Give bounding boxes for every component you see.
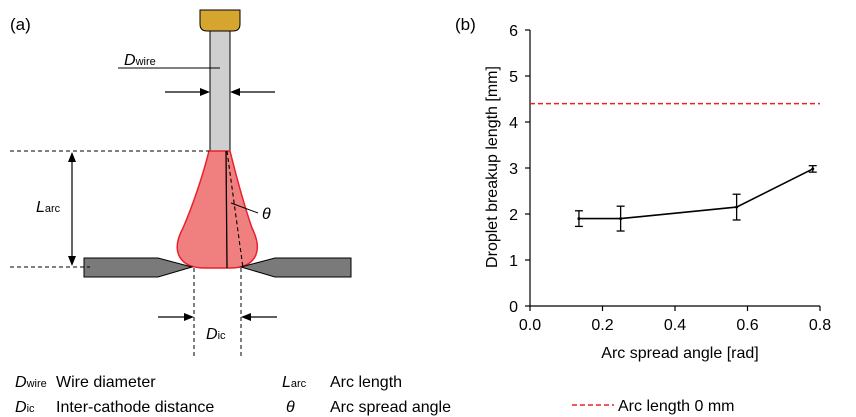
panel-b-label: (b) (455, 15, 476, 34)
dwire-arrowhead-right (230, 88, 240, 96)
chart-legend: Arc length 0 mm (572, 398, 734, 415)
chart: 0 1 2 3 4 5 6 0.0 0.2 0.4 0.6 0.8 (509, 23, 831, 334)
theta-pointer (230, 202, 259, 214)
dwire-arrowhead-left (200, 88, 210, 96)
y-tick-label: 5 (509, 69, 518, 86)
y-tick-label: 3 (509, 161, 518, 178)
y-tick-label: 4 (509, 115, 518, 132)
wire-tip (199, 9, 241, 32)
panel-a-label: (a) (10, 15, 31, 34)
y-tick-label: 6 (509, 23, 518, 40)
arc-spread-line (226, 150, 244, 269)
series-line (578, 168, 814, 220)
x-tick-label: 0.4 (664, 317, 686, 334)
dic-label: Dic (206, 326, 226, 343)
data-point (811, 167, 815, 171)
y-tick-label: 2 (509, 207, 518, 224)
right-cathode (239, 257, 352, 278)
data-point (735, 205, 739, 209)
y-tick-label: 0 (509, 299, 518, 316)
x-axis-title: Arc spread angle [rad] (601, 345, 758, 362)
y-axis-title: Droplet breakup length [mm] (484, 66, 501, 268)
legend-item-larc: Larc Arc length (282, 374, 402, 391)
data-point (577, 217, 581, 221)
arc-axis-line (225, 150, 228, 269)
larc-label: Larc (36, 199, 61, 216)
dwire-label: Dwire (124, 52, 156, 69)
larc-arrowhead-bottom (68, 256, 76, 266)
x-tick-label: 0.8 (809, 317, 831, 334)
dic-arrowhead-right (241, 313, 251, 321)
larc-arrowhead-top (68, 152, 76, 162)
arc-plasma (176, 150, 258, 269)
y-tick-label: 1 (509, 253, 518, 270)
data-point (619, 217, 623, 221)
x-tick-label: 0.2 (591, 317, 613, 334)
legend-item-dic: Dic Inter-cathode distance (15, 399, 214, 416)
theta-label: θ (262, 206, 271, 223)
x-tick-label: 0.0 (519, 317, 541, 334)
symbol-legend: Dwire Wire diameter Dic Inter-cathode dist… (15, 374, 451, 416)
panel-a: (a) θ Dwire Larc (10, 9, 352, 358)
wire (209, 30, 231, 152)
legend-item-dwire: Dwire Wire diameter (15, 374, 156, 391)
panel-b: (b) 0 1 2 3 4 5 6 0.0 0.2 0.4 0.6 0.8 Arc spread an… (455, 15, 831, 362)
x-tick-label: 0.6 (736, 317, 758, 334)
legend-item-theta: θ Arc spread angle (286, 399, 451, 416)
legend-reference-label: Arc length 0 mm (618, 398, 734, 415)
left-cathode (83, 257, 194, 278)
dic-arrowhead-left (184, 313, 194, 321)
